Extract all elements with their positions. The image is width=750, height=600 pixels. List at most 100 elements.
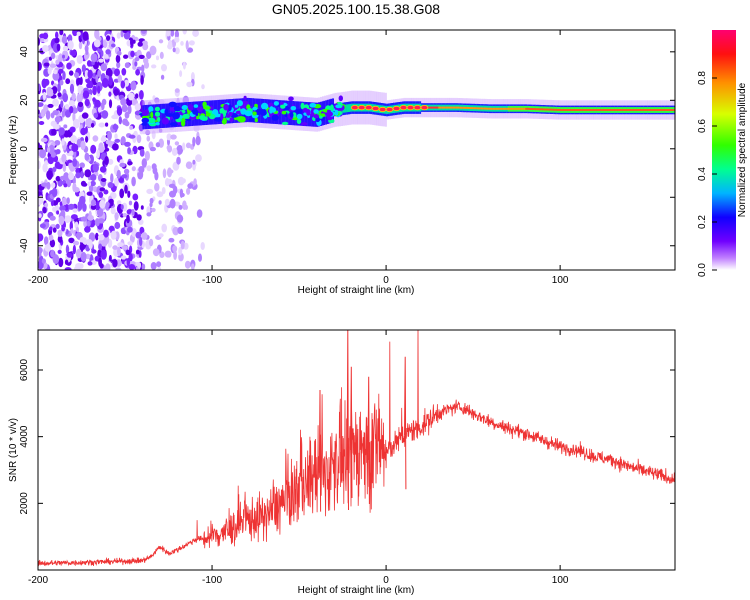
noise-blob [86, 220, 91, 227]
noise-blob [48, 234, 54, 241]
noise-blob [73, 118, 80, 129]
ridge-blob [261, 102, 269, 110]
ridge-core [582, 109, 585, 111]
noise-blob [176, 144, 184, 155]
ridge-core [629, 109, 632, 111]
ridge-core [581, 109, 583, 111]
ridge-core [434, 106, 437, 109]
ridge-core [450, 106, 453, 109]
ridge-core [535, 108, 538, 111]
ridge-core [605, 109, 608, 111]
noise-blob [84, 126, 88, 134]
noise-blob [98, 58, 104, 63]
noise-blob [87, 69, 93, 79]
colorbar-tick-label: 0.4 [697, 167, 708, 181]
ridge-blob [193, 104, 199, 108]
ridge-core [457, 106, 460, 109]
noise-blob [128, 92, 135, 101]
y-tick-label: 0 [19, 146, 30, 152]
ridge-inner [344, 104, 347, 113]
x-tick-label: 0 [383, 575, 389, 586]
noise-blob [141, 64, 145, 73]
ridge-blob [150, 111, 154, 119]
noise-blob [103, 189, 109, 195]
ridge-blob [326, 109, 331, 113]
noise-blob [108, 76, 113, 86]
noise-blob [82, 203, 87, 212]
ridge-blob [227, 104, 232, 111]
noise-blob [72, 186, 80, 193]
noise-blob [149, 45, 157, 56]
noise-blob [84, 169, 92, 178]
ridge-blob [290, 106, 297, 111]
noise-blob [90, 174, 97, 181]
ridge-blob [252, 111, 257, 116]
ridge-blob [155, 122, 160, 126]
noise-blob [101, 77, 109, 88]
noise-blob [47, 146, 51, 153]
noise-blob [77, 101, 84, 108]
noise-blob [113, 89, 120, 96]
ridge-core [511, 107, 514, 110]
ridge-core [574, 109, 576, 111]
ridge-blob [280, 104, 286, 109]
noise-blob [133, 201, 139, 211]
noise-blob [42, 32, 49, 40]
noise-blob [65, 78, 71, 85]
ridge-core [541, 108, 543, 111]
noise-blob [105, 122, 109, 127]
ridge-core [598, 109, 601, 111]
ridge-blob [234, 104, 239, 108]
noise-blob [139, 90, 144, 100]
noise-blob [158, 233, 164, 238]
noise-blob [69, 126, 76, 133]
noise-blob [182, 30, 187, 35]
noise-blob [61, 197, 68, 206]
noise-blob [122, 118, 129, 126]
ridge-core [483, 107, 486, 110]
noise-blob [39, 223, 46, 229]
ridge-core [542, 108, 545, 111]
noise-blob [121, 245, 128, 250]
ridge-core [487, 107, 489, 110]
ridge-core [495, 107, 498, 110]
noise-blob [55, 223, 60, 229]
noise-blob [52, 227, 57, 233]
noise-blob [54, 140, 61, 146]
noise-blob [172, 226, 179, 236]
ridge-core [561, 109, 564, 111]
noise-blob [167, 167, 172, 178]
noise-blob [154, 171, 159, 181]
noise-blob [128, 200, 133, 206]
noise-blob [155, 55, 160, 61]
ridge-core [514, 107, 517, 110]
colorbar-gradient [712, 30, 736, 270]
noise-blob [178, 246, 183, 256]
noise-blob [108, 254, 112, 262]
noise-blob [180, 41, 184, 46]
noise-blob [121, 104, 128, 113]
noise-blob [126, 214, 130, 224]
ridge-hotspot [420, 105, 429, 111]
noise-blob [120, 98, 127, 106]
ridge-core [506, 107, 509, 110]
noise-blob [47, 103, 54, 108]
noise-blob [65, 216, 70, 223]
noise-blob [71, 143, 79, 152]
noise-blob [38, 83, 41, 92]
ridge-core [624, 109, 627, 111]
ridge-core [563, 109, 566, 111]
noise-blob [81, 64, 86, 73]
noise-blob [41, 258, 47, 264]
noise-blob [138, 166, 145, 174]
snr-spike [350, 366, 353, 499]
ridge-hotspot [399, 105, 408, 111]
noise-blob [98, 243, 103, 251]
noise-blob [174, 88, 180, 93]
noise-blob [146, 165, 152, 172]
noise-blob [63, 183, 68, 188]
ridge-core [577, 109, 580, 111]
noise-blob [96, 207, 104, 217]
noise-blob [42, 262, 48, 270]
noise-blob [38, 121, 45, 125]
